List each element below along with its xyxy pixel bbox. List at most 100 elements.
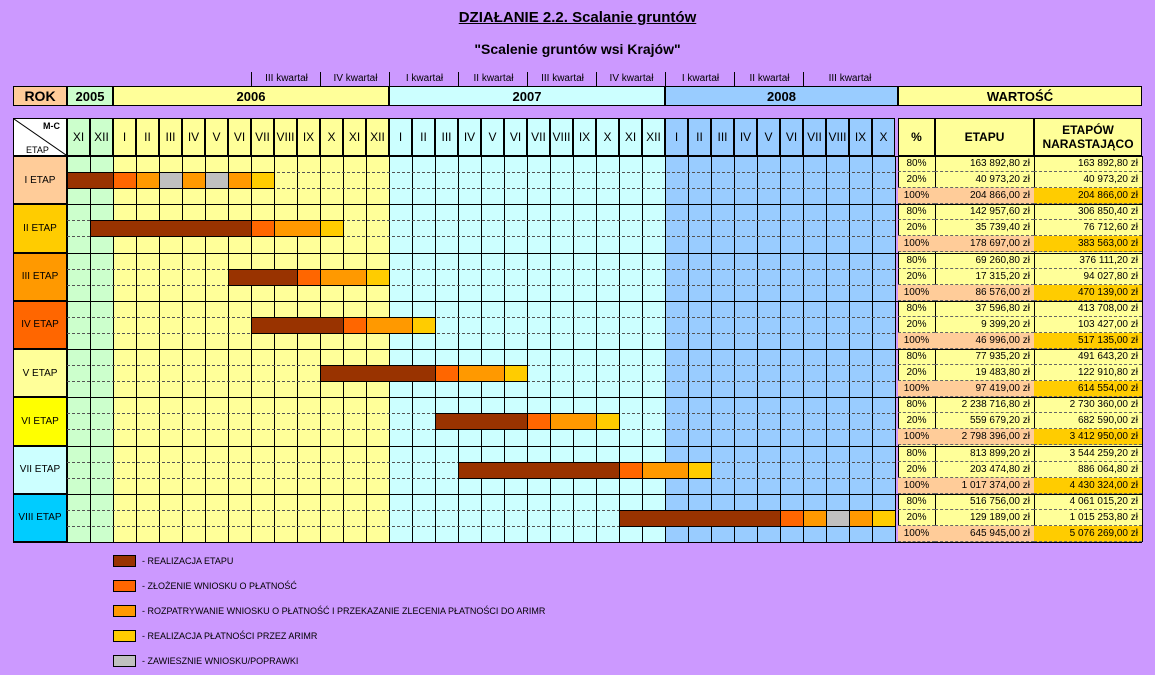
etapu-cell: 2 238 716,80 zł (935, 397, 1034, 414)
pct-cell: 100% (898, 477, 935, 494)
year-2005: 2005 (67, 86, 113, 106)
month-header-cell: V (205, 118, 228, 156)
stage-label: IV ETAP (13, 300, 67, 349)
month-header-cell: X (320, 118, 343, 156)
pct-cell: 80% (898, 349, 935, 365)
narast-cell: 682 590,00 zł (1034, 413, 1142, 430)
month-header-cell: XII (642, 118, 665, 156)
gantt-bar-platnosc (320, 220, 344, 238)
month-header-cell: VII (527, 118, 550, 156)
legend-swatch (113, 555, 136, 567)
quarter-label: III kwartał (803, 72, 896, 86)
gantt-bar-rozpatrywanie (458, 365, 505, 382)
etap-label: ETAP (26, 145, 49, 155)
etapu-cell: 1 017 374,00 zł (935, 477, 1034, 494)
etapu-cell: 97 419,00 zł (935, 381, 1034, 397)
narast-cell: 383 563,00 zł (1034, 236, 1142, 253)
mc-etap-header: M-C ETAP (13, 118, 67, 156)
etapu-cell: 203 474,80 zł (935, 462, 1034, 478)
stage-label: V ETAP (13, 349, 67, 398)
stage-divider (13, 445, 1142, 447)
gantt-bar-zlozenie (527, 413, 551, 431)
month-header-cell: VI (228, 118, 251, 156)
month-header-cell: IX (849, 118, 872, 156)
month-header-cell: IV (734, 118, 757, 156)
gantt-bar-zlozenie (435, 365, 459, 382)
gantt-bar-rozpatrywanie (550, 413, 597, 431)
gantt-bar-zlozenie (251, 220, 275, 238)
etapu-cell: 142 957,60 zł (935, 204, 1034, 221)
month-header-cell: VI (504, 118, 527, 156)
month-header-cell: XII (90, 118, 113, 156)
month-header-cell: VII (251, 118, 274, 156)
gantt-bar-rozpatrywanie (803, 509, 827, 527)
legend-swatch (113, 580, 136, 592)
gantt-bar-rozpatrywanie (182, 172, 206, 189)
pct-cell: 80% (898, 494, 935, 510)
etapu-cell: 69 260,80 zł (935, 253, 1034, 269)
narast-cell: 2 730 360,00 zł (1034, 397, 1142, 414)
narast-cell: 306 850,40 zł (1034, 204, 1142, 221)
gantt-bar-zlozenie (297, 268, 321, 286)
narast-cell: 3 412 950,00 zł (1034, 429, 1142, 446)
legend-swatch (113, 630, 136, 642)
gantt-bar-zawieszenie (826, 509, 850, 527)
quarter-label: II kwartał (734, 72, 804, 86)
quarter-label: II kwartał (458, 72, 528, 86)
narast-cell: 470 139,00 zł (1034, 284, 1142, 301)
pct-cell: 100% (898, 332, 935, 349)
narast-cell: 5 076 269,00 zł (1034, 525, 1142, 542)
narast-cell: 204 866,00 zł (1034, 188, 1142, 204)
etapu-cell: 129 189,00 zł (935, 510, 1034, 526)
row-divider (67, 188, 895, 189)
legend-swatch (113, 655, 136, 667)
stage-label: I ETAP (13, 156, 67, 205)
etapu-cell: 77 935,20 zł (935, 349, 1034, 365)
month-header-cell: III (435, 118, 458, 156)
month-header-cell: XI (343, 118, 366, 156)
month-header-cell: X (872, 118, 895, 156)
narast-cell: 886 064,80 zł (1034, 462, 1142, 478)
row-divider (67, 316, 895, 318)
pct-header: % (898, 118, 935, 156)
legend-label: - REALIZACJA ETAPU (142, 556, 234, 566)
row-divider (67, 236, 895, 238)
etapu-cell: 178 697,00 zł (935, 236, 1034, 253)
etapu-cell: 86 576,00 zł (935, 284, 1034, 301)
gantt-bar-zlozenie (619, 461, 643, 479)
narast-cell: 376 111,20 zł (1034, 253, 1142, 269)
year-2006: 2006 (113, 86, 389, 106)
wartosc-header: WARTOŚĆ (898, 86, 1142, 106)
row-divider (67, 525, 895, 527)
pct-cell: 80% (898, 397, 935, 414)
gantt-bar-realizacja (90, 220, 252, 238)
stage-label: VIII ETAP (13, 493, 67, 542)
gantt-bar-platnosc (504, 365, 528, 382)
pct-cell: 100% (898, 429, 935, 446)
gantt-bar-rozpatrywanie (849, 509, 873, 527)
narast-cell: 614 554,00 zł (1034, 381, 1142, 397)
pct-cell: 100% (898, 236, 935, 253)
gantt-bar-platnosc (872, 509, 896, 527)
etapu-header: ETAPU (935, 118, 1034, 156)
gantt-bar-zawieszenie (159, 172, 183, 189)
month-header-cell: V (757, 118, 780, 156)
pct-cell: 20% (898, 510, 935, 526)
page-title: DZIAŁANIE 2.2. Scalanie gruntów (458, 9, 697, 26)
etapu-cell: 813 899,20 zł (935, 446, 1034, 462)
gantt-bar-platnosc (412, 316, 436, 334)
narast-cell: 4 061 015,20 zł (1034, 494, 1142, 510)
month-header-cell: III (159, 118, 182, 156)
gantt-bar-realizacja (458, 461, 620, 479)
pct-cell: 80% (898, 446, 935, 462)
legend-label: - ZAWIESZNIE WNIOSKU/POPRAWKI (142, 656, 299, 666)
pct-cell: 20% (898, 365, 935, 381)
gantt-bar-realizacja (619, 509, 781, 527)
stage-label: III ETAP (13, 252, 67, 301)
etapu-cell: 645 945,00 zł (935, 525, 1034, 542)
month-header-cell: X (596, 118, 619, 156)
pct-cell: 20% (898, 220, 935, 237)
gantt-bar-platnosc (251, 172, 275, 189)
etapu-cell: 40 973,20 zł (935, 172, 1034, 188)
legend-label: - REALIZACJA PŁATNOŚCI PRZEZ ARIMR (142, 631, 318, 641)
